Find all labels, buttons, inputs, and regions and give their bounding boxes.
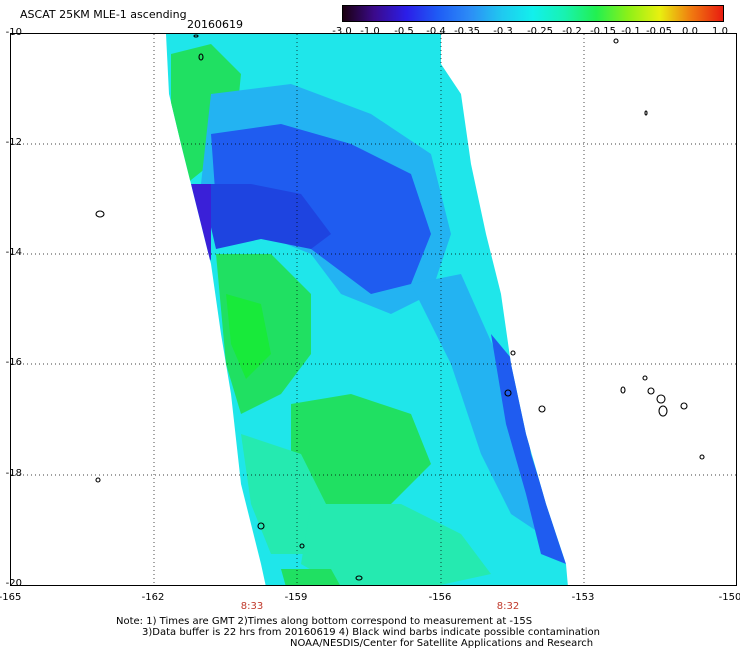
map-title: ASCAT 25KM MLE-1 ascending bbox=[20, 8, 187, 21]
latitude-label: -18 bbox=[5, 468, 22, 479]
island-outline bbox=[538, 405, 546, 413]
map-plot-area bbox=[10, 33, 737, 586]
island-outline bbox=[647, 387, 655, 395]
island-outline bbox=[95, 210, 105, 218]
bright-green-patch bbox=[226, 294, 271, 379]
island-outline bbox=[658, 405, 668, 417]
colorbar-tick-label: -1.0 bbox=[360, 26, 380, 37]
colorbar-tick-label: -0.2 bbox=[562, 26, 582, 37]
colorbar-tick-label: -0.4 bbox=[426, 26, 446, 37]
island-outline bbox=[257, 522, 265, 530]
island-outline bbox=[680, 402, 688, 410]
time-label-left: 8:33 bbox=[240, 601, 264, 612]
deep-blue-region bbox=[201, 184, 331, 249]
longitude-label: -153 bbox=[571, 592, 595, 603]
island-outline bbox=[613, 38, 619, 44]
island-outline bbox=[656, 394, 666, 404]
colorbar-tick-label: 1.0 bbox=[712, 26, 728, 37]
latitude-label: -14 bbox=[5, 247, 22, 258]
green-region-south bbox=[291, 394, 431, 504]
light-blue-east-band bbox=[411, 274, 541, 534]
latitude-label: -12 bbox=[5, 137, 22, 148]
map-canvas bbox=[11, 34, 736, 585]
colorbar-tick-label: -0.35 bbox=[454, 26, 480, 37]
island-outline bbox=[299, 543, 305, 549]
swath-features bbox=[171, 44, 566, 585]
note-line-3: NOAA/NESDIS/Center for Satellite Applica… bbox=[290, 638, 594, 649]
seafoam-region-south bbox=[301, 504, 491, 585]
island-outline bbox=[510, 350, 516, 356]
map-date: 20160619 bbox=[187, 18, 243, 31]
note-line-2: 3)Data buffer is 22 hrs from 20160619 4)… bbox=[142, 627, 600, 638]
island-outline bbox=[620, 386, 626, 394]
colorbar-tick-label: -3.0 bbox=[332, 26, 352, 37]
colorbar-tick-label: -0.05 bbox=[646, 26, 672, 37]
green-region-northwest bbox=[171, 44, 241, 184]
longitude-label: -156 bbox=[428, 592, 452, 603]
longitude-label: -150 bbox=[718, 592, 740, 603]
green-patch-bottom bbox=[281, 569, 341, 585]
latitude-label: -10 bbox=[5, 27, 22, 38]
island-outline bbox=[193, 34, 199, 38]
note-line-1: Note: 1) Times are GMT 2)Times along bot… bbox=[116, 616, 533, 627]
colorbar-tick-label: -0.1 bbox=[621, 26, 641, 37]
longitude-label: -162 bbox=[141, 592, 165, 603]
colorbar-tick-label: -0.25 bbox=[527, 26, 553, 37]
longitude-label: -165 bbox=[0, 592, 22, 603]
island-outline bbox=[699, 454, 705, 460]
colorbar-tick-label: -0.3 bbox=[493, 26, 513, 37]
longitude-label: -159 bbox=[284, 592, 308, 603]
colorbar-tick-label: -0.5 bbox=[394, 26, 414, 37]
latitude-label: -16 bbox=[5, 357, 22, 368]
time-label-right: 8:32 bbox=[496, 601, 520, 612]
island-outline bbox=[504, 389, 512, 397]
island-outline bbox=[644, 110, 648, 116]
colorbar bbox=[342, 5, 724, 22]
island-outline bbox=[95, 477, 101, 483]
colorbar-tick-label: 0.0 bbox=[682, 26, 698, 37]
island-outline bbox=[642, 375, 648, 381]
blue-region-core bbox=[211, 124, 431, 294]
island-outline bbox=[198, 53, 204, 61]
latitude-label: -20 bbox=[5, 578, 22, 589]
colorbar-tick-label: -0.15 bbox=[590, 26, 616, 37]
island-outline bbox=[355, 575, 363, 581]
